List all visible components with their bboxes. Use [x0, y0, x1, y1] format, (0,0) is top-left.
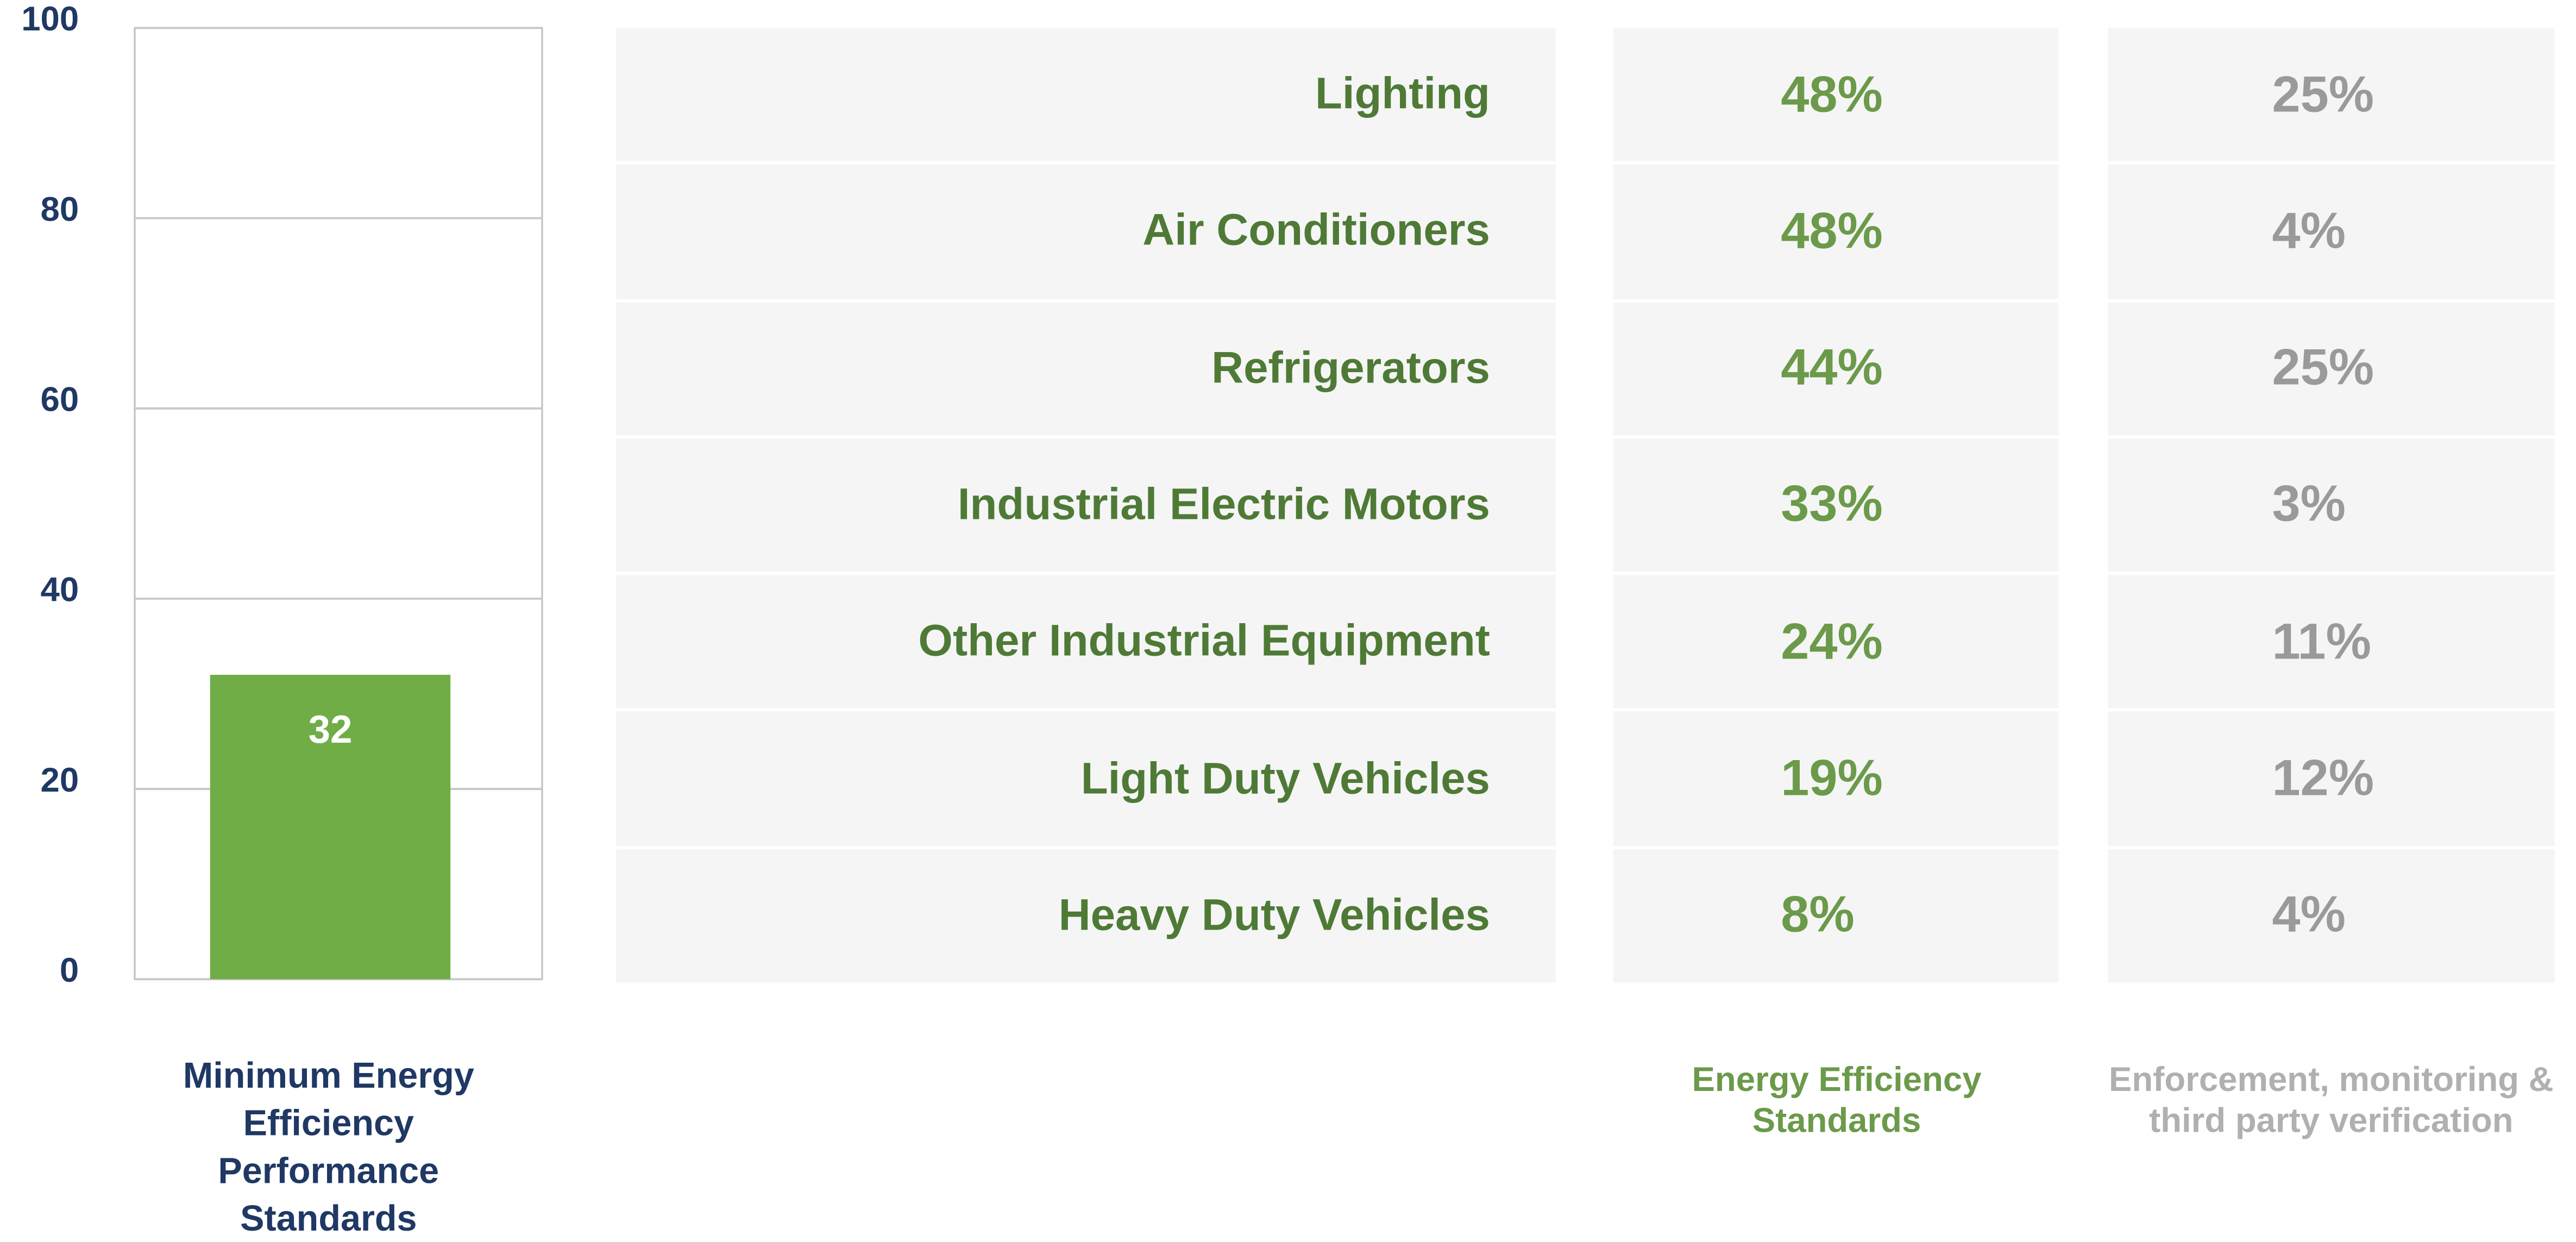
table-cell: 25%: [2108, 28, 2555, 162]
data-label: 32: [309, 707, 353, 751]
row-label: Other Industrial Equipment: [616, 575, 1556, 709]
table-cell: 11%: [2108, 575, 2555, 709]
row-label: Light Duty Vehicles: [616, 712, 1556, 846]
row-label: Industrial Electric Motors: [616, 438, 1556, 572]
y-tick-label: 80: [41, 190, 79, 228]
column-header: Enforcement, monitoring & third party ve…: [2109, 1061, 2554, 1140]
y-tick-label: 20: [41, 761, 79, 799]
y-tick-label: 40: [41, 571, 79, 609]
row-label: Heavy Duty Vehicles: [616, 849, 1556, 983]
y-tick-label: 100: [21, 0, 79, 38]
table-cell: 33%: [1613, 438, 2059, 572]
y-tick-label: 0: [60, 951, 79, 989]
chart: 0 20 40 60 80 100 32: [21, 0, 543, 989]
y-tick-label: 60: [41, 380, 79, 418]
row-label: Lighting: [616, 28, 1556, 162]
bar: [210, 675, 451, 980]
table-cell: 4%: [2108, 165, 2555, 299]
table-cell: 12%: [2108, 712, 2555, 846]
table-cell: 48%: [1613, 28, 2059, 162]
row-label: Air Conditioners: [616, 165, 1556, 299]
table-cell: 24%: [1613, 575, 2059, 709]
table-cell: 8%: [1613, 849, 2059, 983]
column-header: Energy Efficiency Standards: [1692, 1061, 1982, 1140]
row-label: Refrigerators: [616, 302, 1556, 435]
table-cell: 19%: [1613, 712, 2059, 846]
table-cell: 48%: [1613, 165, 2059, 299]
table-cell: 4%: [2108, 849, 2555, 983]
table-cell: 44%: [1613, 302, 2059, 435]
category-label: Minimum Energy Efficiency Performance St…: [183, 1055, 474, 1239]
table-cell: 25%: [2108, 302, 2555, 435]
table-cell: 3%: [2108, 438, 2555, 572]
